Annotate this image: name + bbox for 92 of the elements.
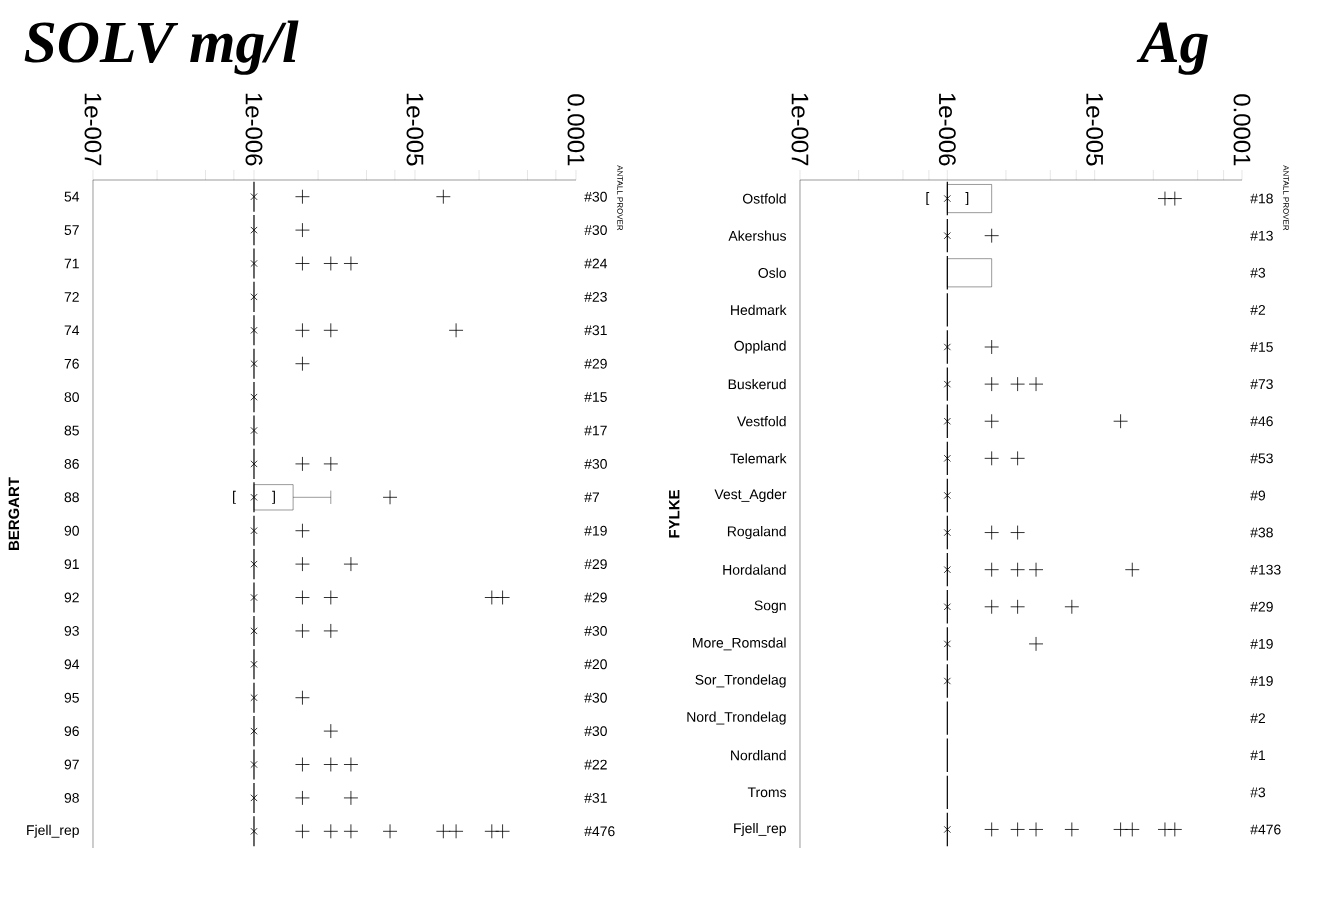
y-tick-label: 57 (64, 225, 79, 235)
y-tick-label: Troms (747, 787, 787, 798)
text: #30 (584, 726, 607, 737)
y-tick-label: 90 (64, 525, 79, 536)
x-tick-label: 1e-005 (406, 93, 424, 166)
text: #19 (1250, 676, 1273, 686)
y-axis-title: BERGART (8, 477, 20, 550)
y-tick-label: Fjell_rep (27, 824, 79, 838)
text: #3 (1250, 267, 1266, 278)
y-tick-label: Rogaland (727, 526, 786, 540)
y-tick-label: Vestfold (736, 416, 786, 427)
text: #133 (1250, 564, 1281, 575)
text: #29 (1250, 601, 1273, 612)
y-tick-label: 88 (64, 492, 79, 503)
y-tick-label: 92 (64, 592, 79, 603)
y-tick-label: Oppland (734, 340, 786, 354)
y-tick-label: 94 (64, 659, 80, 670)
x-tick-label: 1e-006 (245, 93, 263, 166)
text: #30 (584, 625, 607, 636)
text: #46 (1250, 416, 1273, 427)
chart-title: SOLV mg/l (24, 20, 299, 75)
annotation: ] (965, 192, 969, 206)
y-tick-label: 86 (64, 458, 79, 469)
y-tick-label: Sogn (754, 600, 786, 614)
x-tick-label: 0.0001 (567, 94, 585, 166)
text: #3 (1250, 787, 1266, 798)
text: #29 (584, 358, 607, 369)
y-tick-label: 95 (64, 692, 79, 703)
y-tick-label: 72 (64, 292, 79, 302)
chart-title: Ag (1136, 22, 1208, 75)
text: #30 (584, 191, 607, 202)
text: #29 (584, 592, 607, 603)
x-tick-label: 1e-007 (84, 93, 102, 166)
y-tick-label: 71 (64, 258, 79, 269)
annotation: [ (233, 490, 236, 504)
text: #31 (584, 325, 607, 336)
y-tick-label: Ostfold (743, 193, 786, 204)
text: #476 (1250, 824, 1281, 835)
y-tick-label: Nord_Trondelag (687, 711, 786, 725)
y-tick-label: 93 (64, 625, 79, 636)
x-tick-label: 0.0001 (1233, 94, 1251, 166)
text: #23 (584, 291, 607, 302)
text: #19 (584, 525, 607, 536)
y-tick-label: 98 (64, 792, 79, 803)
text: #7 (584, 492, 600, 503)
text: #9 (1250, 490, 1266, 501)
text: #30 (584, 225, 607, 236)
text: #19 (1250, 638, 1273, 649)
x-tick-label: 1e-006 (938, 93, 956, 166)
y-tick-label: Buskerud (728, 378, 786, 390)
y-tick-label: Vest_Agder (714, 488, 787, 502)
text: #22 (584, 759, 607, 770)
text: #18 (1250, 193, 1273, 204)
annotation: [ (926, 192, 930, 206)
text: #15 (1250, 342, 1273, 352)
text: #73 (1250, 379, 1273, 390)
y-tick-label: 91 (64, 559, 79, 570)
y-tick-label: 76 (64, 358, 79, 369)
y-tick-label: 96 (64, 726, 79, 737)
text: #1 (1250, 750, 1266, 761)
text: #20 (584, 659, 607, 670)
text: #24 (584, 258, 608, 269)
y-axis-title: FYLKE (669, 490, 680, 538)
text: #2 (1250, 713, 1266, 723)
y-tick-label: 80 (64, 392, 79, 403)
text: #17 (584, 425, 607, 436)
text: #53 (1250, 453, 1273, 464)
text: #476 (584, 826, 615, 837)
y-tick-label: 97 (64, 759, 79, 770)
text: #31 (584, 792, 607, 803)
y-tick-label: More_Romsdal (693, 637, 786, 651)
y-tick-label: 74 (64, 325, 80, 336)
text: #30 (584, 458, 607, 469)
text: #15 (584, 392, 607, 402)
y-tick-label: Hordaland (723, 564, 786, 575)
x-tick-label: 1e-005 (1086, 93, 1104, 166)
y-tick-label: Nordland (731, 750, 786, 761)
y-tick-label: Oslo (758, 267, 786, 278)
y-tick-label: Hedmark (731, 304, 787, 316)
y-tick-label: 54 (64, 191, 80, 202)
text: #29 (584, 559, 607, 570)
y-tick-label: Akershus (728, 230, 787, 241)
y-tick-label: Telemark (730, 453, 787, 464)
text: #38 (1250, 527, 1273, 538)
y-tick-label: Sor_Trondelag (695, 674, 786, 688)
text: #13 (1250, 230, 1273, 241)
text: #2 (1250, 305, 1266, 315)
y-tick-label: Fjell_rep (734, 822, 786, 836)
x-tick-label: 1e-007 (791, 93, 809, 166)
text: #30 (584, 692, 607, 703)
y-tick-label: 85 (64, 425, 79, 436)
annotation: ] (272, 490, 275, 504)
